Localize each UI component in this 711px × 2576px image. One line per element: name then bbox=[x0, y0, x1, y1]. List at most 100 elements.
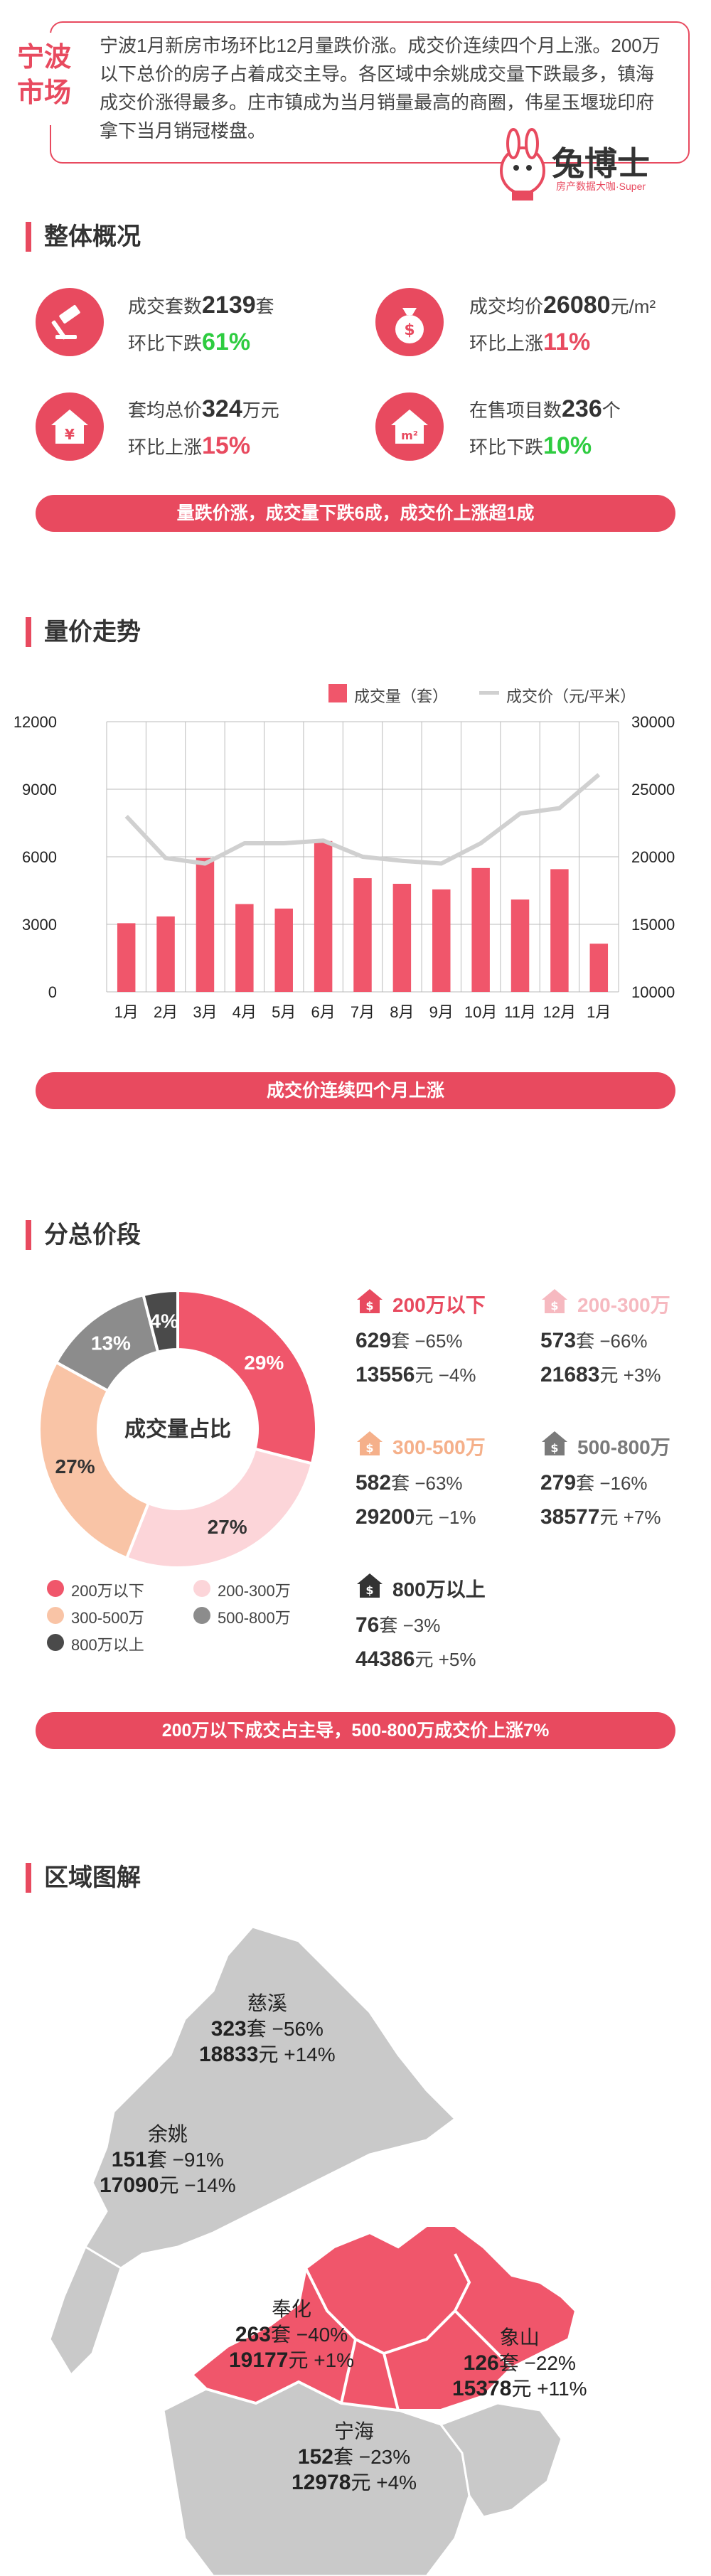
house-dollar-icon: $ bbox=[356, 1571, 384, 1600]
bar-mark bbox=[156, 916, 175, 992]
house-dollar-icon: $ bbox=[356, 1287, 384, 1315]
house-dollar-icon: $ bbox=[540, 1429, 569, 1458]
overview-card-sets-change: 环比下跌61% bbox=[128, 328, 251, 356]
bar-mark bbox=[235, 904, 254, 992]
bar-mark bbox=[432, 889, 451, 992]
y-left-tick-label: 6000 bbox=[22, 848, 57, 866]
legend-label-0: 200万以下 bbox=[71, 1582, 144, 1600]
section-title-overview: 整体概况 bbox=[26, 222, 141, 252]
y-left-tick-label: 3000 bbox=[22, 916, 57, 934]
tier-name: 200-300万 bbox=[577, 1294, 670, 1316]
tier-name: 300-500万 bbox=[392, 1436, 486, 1458]
x-tick-label: 1月 bbox=[114, 1003, 139, 1021]
section-title-trend: 量价走势 bbox=[26, 617, 141, 647]
legend-dot-3 bbox=[193, 1607, 210, 1624]
overview-card-projects-change: 环比下跌10% bbox=[469, 432, 592, 459]
legend-dot-0 bbox=[47, 1580, 64, 1597]
x-tick-label: 12月 bbox=[543, 1003, 576, 1021]
overview-card-price-change: 环比上涨11% bbox=[469, 328, 591, 356]
svg-text:m²: m² bbox=[401, 429, 418, 442]
pie-slice-label: 4% bbox=[150, 1310, 179, 1332]
money-bag-icon: $ bbox=[375, 288, 444, 356]
donut-center-label: 成交量占比 bbox=[124, 1418, 231, 1441]
map-urban-border-4 bbox=[454, 2309, 513, 2369]
region-label-cixi: 慈溪 323套 −56% 18833元 +14% bbox=[199, 1992, 336, 2066]
tier-name: 200万以下 bbox=[392, 1294, 486, 1316]
house-yuan-icon: ¥ bbox=[36, 392, 104, 461]
city-badge bbox=[10, 33, 81, 125]
x-tick-label: 7月 bbox=[351, 1003, 375, 1021]
trend-banner: 成交价连续四个月上涨 bbox=[36, 1072, 675, 1109]
svg-text:$: $ bbox=[550, 1299, 558, 1313]
svg-text:$: $ bbox=[404, 321, 415, 339]
y-left-tick-label: 0 bbox=[48, 983, 57, 1001]
map-land-grey-west bbox=[48, 2245, 122, 2377]
legend-label-2: 300-500万 bbox=[71, 1609, 144, 1627]
map-land-grey bbox=[84, 1925, 457, 2284]
x-tick-label: 6月 bbox=[311, 1003, 335, 1021]
legend-swatch-bar bbox=[328, 684, 347, 702]
overview-card-sets: 成交套数2139套 bbox=[128, 292, 274, 319]
y-left-tick-label: 9000 bbox=[22, 781, 57, 798]
svg-text:$: $ bbox=[550, 1441, 558, 1455]
y-right-tick-label: 30000 bbox=[631, 713, 675, 731]
y-right-tick-label: 10000 bbox=[631, 983, 675, 1001]
brand-logo: 兔博士 房产数据大咖·Super bbox=[491, 128, 675, 206]
tier-price: 29200元 −1% bbox=[356, 1505, 476, 1529]
combo-chart: 0 10000 3000 15000 6000 20000 9000 25000 12000 30… bbox=[14, 713, 675, 1021]
tier-sets: 573套 −66% bbox=[540, 1329, 648, 1352]
legend-dot-2 bbox=[47, 1607, 64, 1624]
legend-label-1: 200-300万 bbox=[218, 1582, 291, 1600]
svg-text:$: $ bbox=[365, 1441, 373, 1455]
map-urban-red bbox=[190, 2224, 578, 2412]
svg-text:¥: ¥ bbox=[65, 426, 75, 443]
bar-mark bbox=[314, 840, 333, 992]
bar-mark bbox=[392, 884, 412, 992]
svg-text:$: $ bbox=[365, 1299, 373, 1313]
map-urban-border-2 bbox=[383, 2353, 400, 2411]
legend-label-line: 成交价（元/平米） bbox=[506, 688, 636, 705]
legend-label-4: 800万以上 bbox=[71, 1636, 144, 1654]
tier-price: 44386元 +5% bbox=[356, 1647, 476, 1671]
overview-card-price: 成交均价26080元/m² bbox=[469, 292, 656, 319]
tier-sets: 582套 −63% bbox=[356, 1471, 463, 1495]
x-tick-label: 3月 bbox=[193, 1003, 217, 1021]
x-tick-label: 1月 bbox=[587, 1003, 611, 1021]
bar-mark bbox=[117, 923, 136, 992]
map-urban-border-3 bbox=[340, 2339, 357, 2404]
pie-slice bbox=[176, 1288, 318, 1465]
overview-banner: 量跌价涨，成交量下跌6成，成交价上涨超1成 bbox=[36, 495, 675, 532]
pie-slice-label: 27% bbox=[208, 1516, 247, 1538]
x-tick-label: 11月 bbox=[504, 1003, 536, 1021]
legend-swatch-line bbox=[479, 691, 499, 695]
bar-mark bbox=[353, 878, 372, 992]
pie-slice bbox=[38, 1360, 151, 1560]
bar-mark bbox=[510, 899, 530, 992]
bar-mark bbox=[196, 857, 215, 992]
region-map bbox=[48, 1925, 578, 2576]
overview-card-total: 套均总价324万元 bbox=[128, 395, 279, 422]
tier-price: 13556元 −4% bbox=[356, 1363, 476, 1386]
tier-sets: 279套 −16% bbox=[540, 1471, 648, 1495]
line-series bbox=[124, 773, 601, 866]
bar-mark bbox=[471, 867, 490, 992]
region-label-fenghua: 奉化 263套 −40% 19177元 +1% bbox=[229, 2298, 355, 2372]
overview-card-projects: 在售项目数236个 bbox=[469, 395, 621, 422]
bar-mark bbox=[589, 944, 609, 992]
pie-slice-label: 27% bbox=[55, 1455, 95, 1477]
pie-slice-label: 29% bbox=[244, 1352, 284, 1374]
section-title-regions: 区域图解 bbox=[26, 1863, 141, 1893]
tier-name: 800万以上 bbox=[392, 1578, 486, 1600]
pie-slice bbox=[141, 1288, 179, 1354]
bar-mark bbox=[274, 908, 293, 992]
map-urban-border-1 bbox=[304, 2253, 471, 2356]
legend-dot-1 bbox=[193, 1580, 210, 1597]
rabbit-mascot-icon bbox=[500, 128, 545, 201]
legend-dot-4 bbox=[47, 1634, 64, 1651]
pie-slice bbox=[124, 1447, 314, 1569]
house-dollar-icon: $ bbox=[540, 1287, 569, 1315]
intro-text: 宁波1月新房市场环比12月量跌价涨。成交价连续四个月上涨。200万以下总价的房子… bbox=[100, 35, 661, 141]
x-tick-label: 8月 bbox=[390, 1003, 414, 1021]
bar-mark bbox=[550, 869, 569, 992]
map-land-grey-southeast bbox=[439, 2402, 563, 2518]
